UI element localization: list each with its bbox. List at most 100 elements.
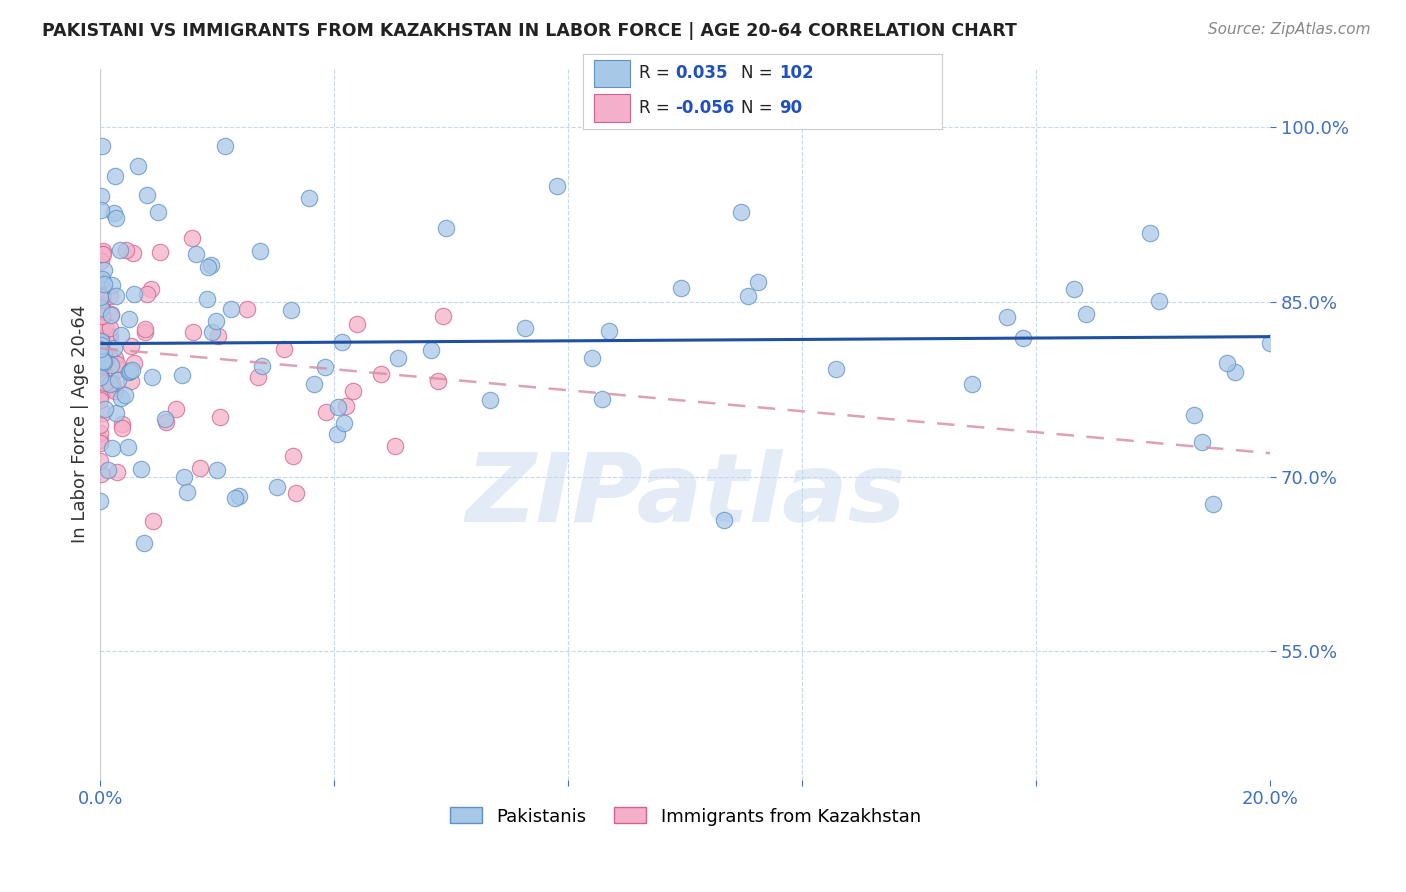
Point: [149, 245, 172, 260]
Point: [103, 341, 125, 355]
Text: 0.035: 0.035: [675, 64, 727, 82]
Point: [90, 254, 112, 268]
Point: [342, 384, 364, 398]
Point: [101, 441, 124, 455]
Point: [104, 384, 127, 398]
Text: Source: ZipAtlas.com: Source: ZipAtlas.com: [1208, 22, 1371, 37]
Point: [89, 342, 111, 356]
Point: [142, 514, 165, 528]
Point: [90, 380, 112, 394]
Point: [224, 491, 246, 506]
Point: [90, 310, 112, 324]
Point: [173, 469, 195, 483]
Point: [89, 273, 111, 287]
Point: [176, 485, 198, 500]
Point: [1258, 336, 1281, 351]
Point: [207, 463, 229, 477]
Point: [201, 325, 224, 339]
Point: [89, 370, 111, 384]
Point: [598, 324, 620, 338]
Point: [100, 358, 122, 372]
Point: [581, 351, 603, 365]
Point: [1191, 435, 1213, 450]
Point: [90, 189, 112, 203]
Point: [90, 289, 112, 303]
Point: [298, 191, 321, 205]
Point: [107, 373, 129, 387]
Point: [346, 317, 368, 331]
Point: [155, 415, 177, 429]
Point: [281, 449, 304, 463]
Point: [103, 381, 125, 395]
Text: R =: R =: [640, 99, 675, 117]
Point: [100, 376, 122, 390]
Point: [89, 345, 111, 359]
Point: [730, 205, 752, 219]
Point: [110, 391, 132, 405]
Point: [153, 412, 176, 426]
Point: [204, 314, 226, 328]
Point: [89, 334, 111, 348]
Point: [197, 260, 219, 274]
Point: [546, 179, 568, 194]
Point: [250, 359, 273, 373]
Point: [90, 335, 112, 350]
Point: [591, 392, 613, 406]
Point: [90, 320, 112, 334]
Point: [200, 258, 222, 272]
Point: [107, 362, 129, 376]
Point: [90, 300, 112, 314]
Point: [335, 400, 357, 414]
Point: [89, 337, 111, 351]
Point: [93, 346, 115, 360]
Point: [432, 310, 454, 324]
Point: [1202, 497, 1225, 511]
Point: [124, 356, 146, 370]
Point: [181, 231, 204, 245]
Point: [90, 359, 112, 374]
Bar: [595, 60, 630, 87]
Point: [89, 360, 111, 375]
Point: [184, 247, 207, 261]
Point: [737, 288, 759, 302]
Point: [165, 401, 187, 416]
Point: [266, 480, 288, 494]
Point: [284, 486, 307, 500]
Point: [825, 362, 848, 376]
Point: [370, 368, 392, 382]
Text: ZIPatlas: ZIPatlas: [465, 449, 905, 541]
Point: [136, 187, 159, 202]
Point: [91, 272, 114, 286]
Point: [1012, 331, 1035, 345]
Point: [91, 247, 114, 261]
Point: [246, 370, 269, 384]
Point: [713, 513, 735, 527]
Point: [91, 353, 114, 368]
Point: [105, 466, 128, 480]
Point: [332, 416, 354, 430]
Point: [104, 351, 127, 366]
Point: [122, 286, 145, 301]
Point: [387, 351, 409, 365]
Point: [249, 244, 271, 258]
Text: N =: N =: [741, 64, 778, 82]
Point: [117, 440, 139, 454]
Point: [122, 245, 145, 260]
Point: [89, 417, 111, 432]
Text: R =: R =: [640, 64, 675, 82]
Point: [98, 289, 121, 303]
Point: [100, 307, 122, 321]
Point: [90, 467, 112, 481]
Point: [207, 329, 229, 343]
Point: [89, 290, 111, 304]
Point: [120, 363, 142, 377]
Point: [146, 205, 169, 219]
Point: [129, 462, 152, 476]
Bar: [595, 95, 630, 122]
Point: [195, 292, 218, 306]
Point: [90, 356, 112, 370]
Point: [1216, 356, 1239, 370]
Point: [330, 335, 353, 350]
Point: [127, 159, 149, 173]
Point: [93, 247, 115, 261]
